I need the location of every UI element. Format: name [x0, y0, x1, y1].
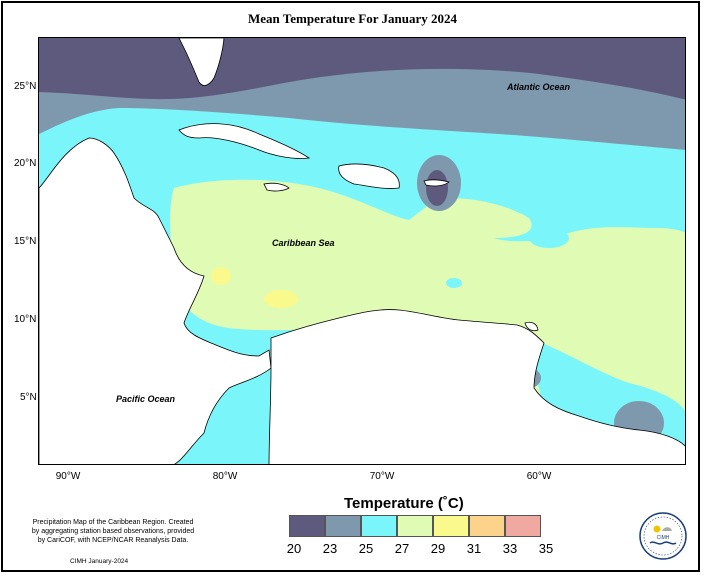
legend-colorbar: [289, 515, 541, 539]
legend-swatch-20-23: [289, 515, 325, 537]
lat-label-5n: 5°N: [20, 392, 37, 403]
temp-blob-25-27-east: [529, 228, 569, 248]
sun-icon: [653, 525, 661, 533]
legend-break-23: 23: [322, 541, 338, 556]
caribbean-sea-label: Caribbean Sea: [272, 238, 335, 248]
lat-label-20n: 20°N: [14, 158, 37, 169]
legend-break-20: 20: [286, 541, 302, 556]
atlantic-ocean-label: Atlantic Ocean: [507, 82, 571, 92]
temp-blob-20-23-pr: [426, 170, 448, 206]
lon-label-80w: 80°W: [212, 471, 238, 482]
legend-break-31: 31: [466, 541, 482, 556]
legend-swatch-33-35: [505, 515, 541, 537]
temp-blob-25-27-center: [446, 278, 462, 288]
cloud-icon: [662, 527, 672, 531]
map-panel: [38, 37, 686, 465]
lat-label-25n: 25°N: [14, 81, 37, 92]
lon-label-60w: 60°W: [526, 471, 552, 482]
land-central-america: [39, 137, 272, 464]
legend-break-25: 25: [358, 541, 374, 556]
lon-label-90w: 90°W: [55, 471, 81, 482]
legend-swatch-27-29: [397, 515, 433, 537]
legend-swatch-23-25: [325, 515, 361, 537]
land-trinidad: [524, 321, 539, 332]
legend-swatch-31-33: [469, 515, 505, 537]
land-florida: [178, 38, 225, 86]
pacific-ocean-label: Pacific Ocean: [116, 394, 176, 404]
legend-break-33: 33: [502, 541, 518, 556]
map-canvas: [39, 38, 685, 464]
legend-break-29: 29: [430, 541, 446, 556]
legend-swatch-29-31: [433, 515, 469, 537]
cimh-logo: CIMH: [638, 511, 688, 561]
legend-break-35: 35: [538, 541, 554, 556]
map-title: Mean Temperature For January 2024: [248, 11, 457, 26]
land-south-america: [268, 309, 685, 464]
lon-label-70w: 70°W: [369, 471, 395, 482]
logo-text: CIMH: [657, 535, 670, 541]
lat-label-15n: 15°N: [14, 236, 37, 247]
land-puerto-rico: [423, 179, 450, 187]
land-masses: [39, 38, 685, 464]
legend-swatch-25-27: [361, 515, 397, 537]
land-cuba: [178, 123, 311, 159]
temp-spot-29-31-b: [264, 290, 298, 308]
wave-icon: [649, 541, 677, 545]
temp-spot-29-31-a: [211, 267, 231, 285]
legend-break-27: 27: [394, 541, 410, 556]
credits-text: Precipitation Map of the Caribbean Regio…: [31, 519, 195, 544]
land-hispaniola: [338, 163, 400, 189]
legend-title: Temperature (˚C): [344, 495, 464, 512]
land-jamaica: [263, 182, 290, 192]
lat-label-10n: 10°N: [14, 314, 37, 325]
credits-footer: CIMH January-2024: [70, 558, 129, 565]
